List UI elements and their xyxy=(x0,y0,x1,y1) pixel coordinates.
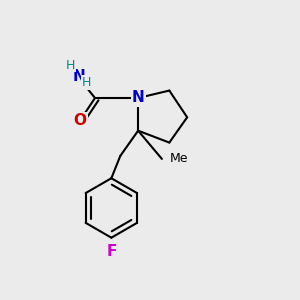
Text: N: N xyxy=(132,91,145,106)
Text: N: N xyxy=(73,69,85,84)
Text: F: F xyxy=(106,244,116,259)
Text: H: H xyxy=(81,76,91,89)
Text: O: O xyxy=(74,113,87,128)
Text: Me: Me xyxy=(169,152,188,165)
Text: H: H xyxy=(66,59,75,72)
